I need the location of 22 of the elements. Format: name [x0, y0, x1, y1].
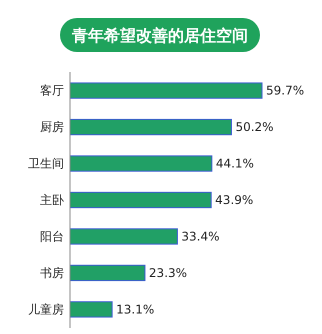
bar: [70, 228, 178, 245]
data-label: 43.9%: [215, 193, 254, 207]
y-tick-label: 卫生间: [28, 156, 64, 171]
data-label: 33.4%: [181, 229, 220, 244]
data-label: 13.1%: [116, 302, 154, 316]
bar: [70, 82, 262, 99]
y-tick-label: 儿童房: [28, 302, 64, 316]
y-tick-label: 厨房: [40, 120, 64, 134]
bar: [70, 155, 212, 172]
bar: [70, 264, 146, 282]
chart-title: 青年希望改善的居住空间: [71, 26, 248, 45]
bar: [70, 301, 113, 318]
data-label: 44.1%: [216, 156, 254, 171]
y-tick-label: 主卧: [40, 193, 64, 207]
bar: [70, 192, 212, 208]
data-label: 50.2%: [235, 120, 274, 134]
data-label: 59.7%: [266, 84, 304, 98]
data-label: 23.3%: [148, 266, 188, 280]
bar: [70, 118, 232, 136]
y-tick-label: 书房: [40, 266, 64, 280]
y-tick-label: 客厅: [40, 84, 64, 98]
y-tick-label: 阳台: [40, 229, 64, 244]
